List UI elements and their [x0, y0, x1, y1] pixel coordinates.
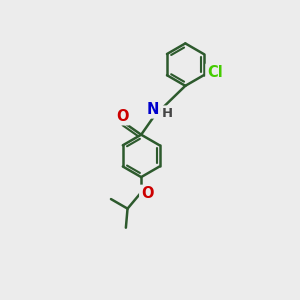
Text: Cl: Cl [207, 65, 223, 80]
Text: O: O [116, 109, 129, 124]
Text: N: N [147, 102, 159, 117]
Text: H: H [162, 107, 173, 120]
Text: O: O [141, 186, 153, 201]
